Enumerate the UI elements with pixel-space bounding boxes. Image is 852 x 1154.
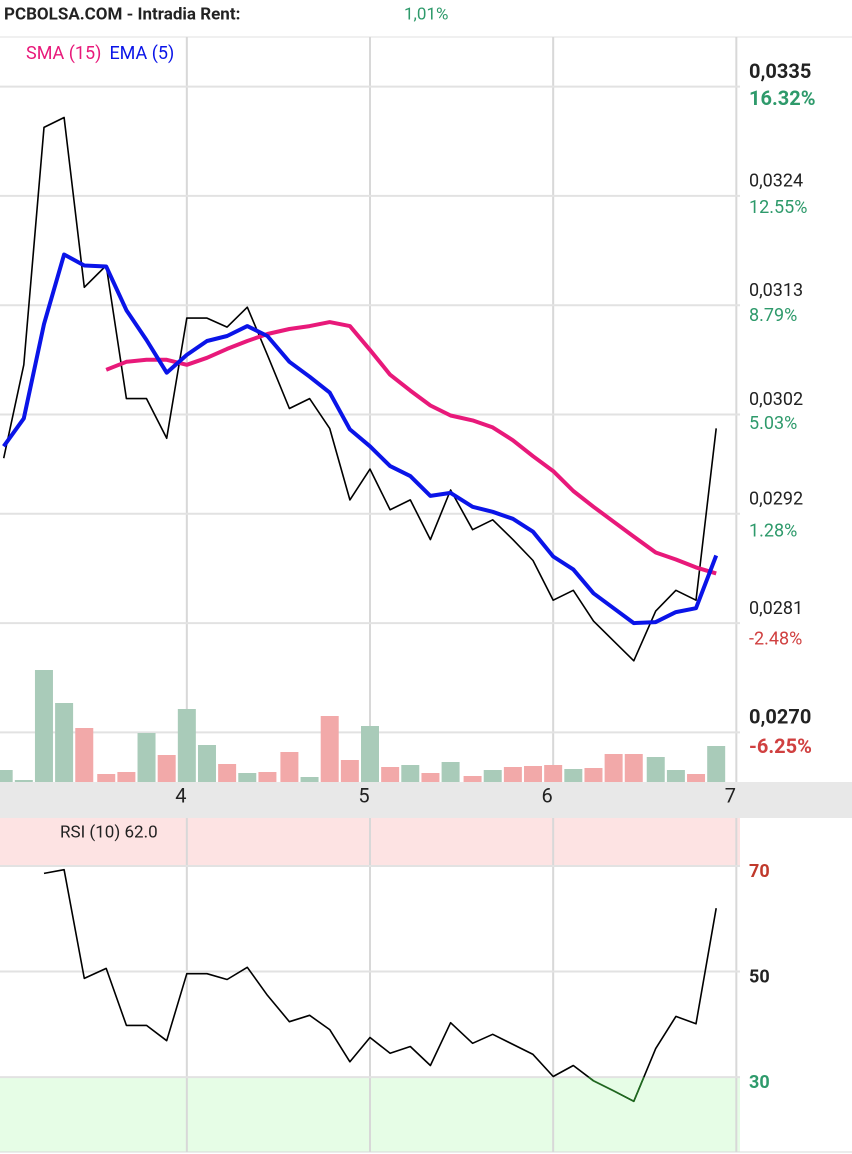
series-line <box>552 1077 645 1103</box>
x-tick-label: 6 <box>542 783 553 807</box>
volume-bar <box>197 745 216 782</box>
y2-tick-label: 12.55% <box>749 197 807 218</box>
series-line <box>2 252 719 626</box>
panel-title: RSI (10) 62.0 <box>60 822 158 842</box>
y-tick-label: 0,0335 <box>749 59 811 83</box>
header-title: PCBOLSA.COM - Intradia Rent: <box>4 4 240 24</box>
volume-bar <box>55 703 74 782</box>
volume-bar <box>75 728 94 782</box>
header-change: 1,01% <box>404 4 448 24</box>
y-tick-label: 0,0313 <box>749 280 803 301</box>
x-tick-label: 5 <box>358 783 369 807</box>
volume-bar <box>137 733 156 782</box>
y2-tick-label: 8.79% <box>749 305 797 326</box>
volume-bar <box>258 772 277 782</box>
y-tick-label: 0,0270 <box>749 705 811 729</box>
x-tick-label: 4 <box>175 783 186 807</box>
y2-tick-label: -6.25% <box>749 734 812 758</box>
y-tick-label: 0,0281 <box>749 598 803 619</box>
volume-bar <box>646 757 665 782</box>
volume-bar <box>604 754 623 782</box>
volume-bar <box>238 773 257 782</box>
volume-bar <box>707 746 726 782</box>
y-tick-label: 30 <box>749 1072 770 1093</box>
series-line <box>105 320 717 576</box>
y-tick-label: 0,0324 <box>749 171 803 192</box>
volume-bar <box>157 755 176 782</box>
legend-entry: SMA (15) <box>26 43 101 64</box>
volume-bar <box>421 773 440 782</box>
series-line <box>2 116 717 662</box>
volume-bar <box>441 762 460 782</box>
volume-bar <box>0 770 13 782</box>
volume-bar <box>687 774 706 782</box>
series-group <box>2 116 719 662</box>
volume-bar <box>483 770 502 782</box>
volume-bar <box>564 769 583 782</box>
volume-bar <box>503 767 522 782</box>
volume-bar <box>584 768 603 782</box>
volume-bar <box>177 709 196 782</box>
x-axis-band <box>0 782 852 818</box>
volume-bar <box>524 766 543 782</box>
volume-bar <box>280 752 299 782</box>
volume-bar <box>34 670 53 782</box>
y2-tick-label: 1.28% <box>749 520 797 541</box>
volume-bar <box>624 754 643 782</box>
volume-bar <box>340 760 359 782</box>
volume-bar <box>97 774 116 782</box>
volume-bar <box>14 780 33 782</box>
y-tick-label: 0,0302 <box>749 389 803 410</box>
volume-bar <box>361 726 379 782</box>
legend-entry: EMA (5) <box>109 43 174 64</box>
volume-bar <box>401 765 420 782</box>
y2-tick-label: -2.48% <box>749 628 802 649</box>
y2-tick-label: 16.32% <box>749 86 815 110</box>
volume-bar <box>381 767 400 782</box>
x-tick-label: 7 <box>725 783 736 807</box>
y-tick-label: 50 <box>749 966 770 987</box>
volume-bar <box>320 716 339 782</box>
series-group <box>43 868 717 1103</box>
y-tick-label: 70 <box>749 861 770 882</box>
volume-bar <box>300 777 319 782</box>
y-tick-label: 0,0292 <box>749 489 803 510</box>
series-line <box>43 868 717 1103</box>
volume-bar <box>463 776 482 782</box>
volume-bar <box>666 770 685 782</box>
volume-bar <box>218 764 237 782</box>
volume-bar <box>544 765 563 782</box>
y2-tick-label: 5.03% <box>749 413 797 434</box>
volume-bar <box>117 772 136 782</box>
